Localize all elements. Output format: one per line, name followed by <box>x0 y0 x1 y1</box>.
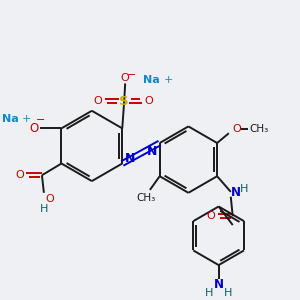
Text: O: O <box>29 122 39 135</box>
Text: −: − <box>127 70 137 80</box>
Text: N: N <box>147 145 158 158</box>
Text: H: H <box>240 184 249 194</box>
Text: S: S <box>119 94 129 107</box>
Text: O: O <box>232 124 241 134</box>
Text: Na: Na <box>143 74 160 85</box>
Text: +: + <box>164 74 173 85</box>
Text: O: O <box>15 170 24 180</box>
Text: H: H <box>40 204 48 214</box>
Text: N: N <box>124 152 135 165</box>
Text: −: − <box>36 115 46 124</box>
Text: CH₃: CH₃ <box>249 124 269 134</box>
Text: +: + <box>22 114 31 124</box>
Text: O: O <box>94 96 102 106</box>
Text: CH₃: CH₃ <box>136 193 156 203</box>
Text: N: N <box>214 278 224 291</box>
Text: N: N <box>231 186 241 199</box>
Text: O: O <box>206 211 215 221</box>
Text: O: O <box>144 96 153 106</box>
Text: H: H <box>224 288 232 298</box>
Text: H: H <box>205 288 213 298</box>
Text: O: O <box>121 73 130 82</box>
Text: O: O <box>45 194 54 204</box>
Text: Na: Na <box>2 114 19 124</box>
